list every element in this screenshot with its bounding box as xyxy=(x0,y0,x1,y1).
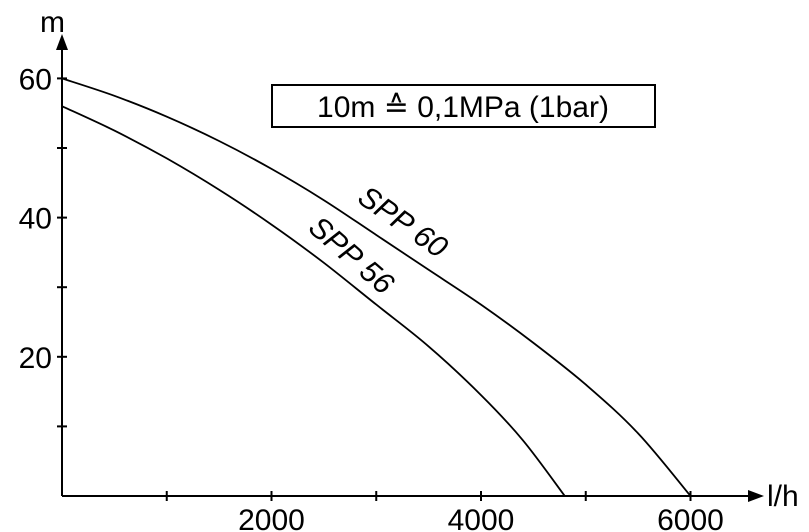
unit-note-text: 10m ≙ 0,1MPa (1bar) xyxy=(317,91,609,124)
series-lines xyxy=(61,77,692,497)
axes: l/h m xyxy=(40,6,799,513)
x-axis-label: l/h xyxy=(767,480,799,513)
ticks: 2000 4000 6000 20 40 60 xyxy=(19,63,724,532)
x-tick-label: 2000 xyxy=(238,504,305,532)
x-tick-label: 6000 xyxy=(657,504,724,532)
unit-note-box: 10m ≙ 0,1MPa (1bar) xyxy=(271,84,656,128)
y-axis-label: m xyxy=(40,6,65,39)
x-axis-arrow xyxy=(748,490,764,502)
unit-note-frame xyxy=(271,84,656,128)
series-line-spp-60 xyxy=(61,77,692,497)
series-line-spp-56 xyxy=(61,105,566,497)
x-tick-label: 4000 xyxy=(448,504,515,532)
y-tick-label: 40 xyxy=(19,203,52,236)
y-axis-arrow xyxy=(56,34,68,50)
y-tick-label: 20 xyxy=(19,342,52,375)
y-tick-label: 60 xyxy=(19,63,52,96)
